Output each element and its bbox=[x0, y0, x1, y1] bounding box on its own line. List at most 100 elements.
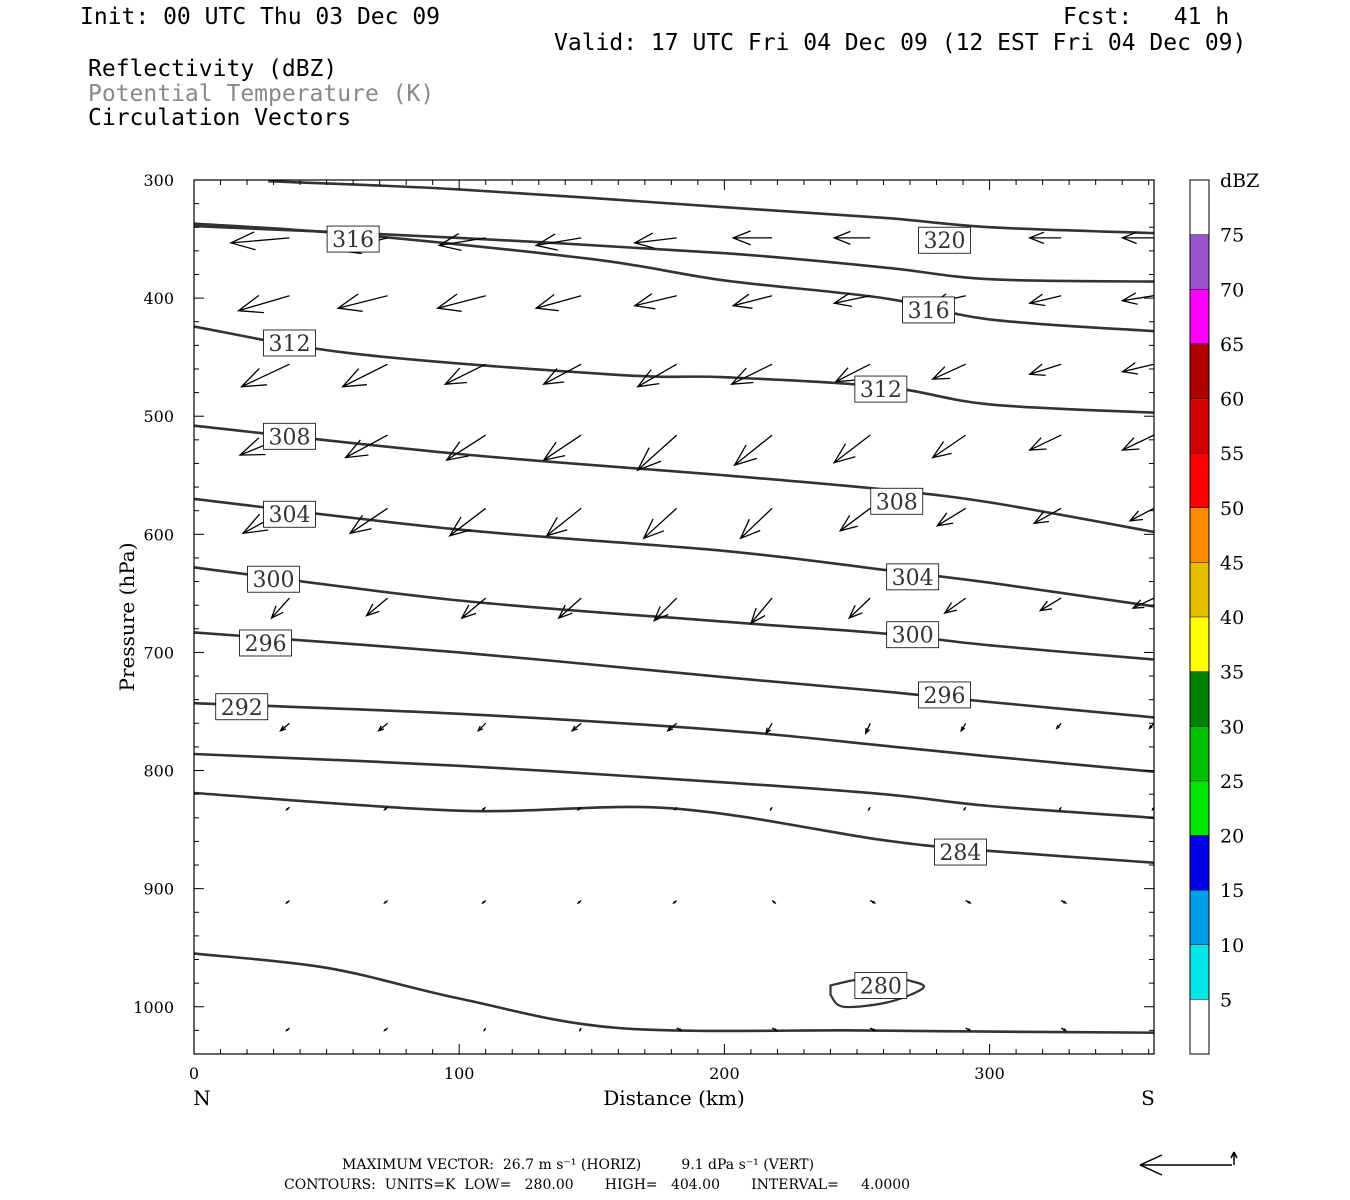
colorbar-level-label: 65 bbox=[1220, 334, 1244, 356]
circulation-vector bbox=[832, 230, 871, 246]
theta-label-box bbox=[902, 296, 955, 324]
theta-contour-label: 296 bbox=[918, 681, 971, 709]
circulation-vector bbox=[285, 806, 290, 811]
colorbar-level-label: 55 bbox=[1220, 443, 1244, 465]
theta-label-box bbox=[854, 375, 908, 403]
circulation-vector bbox=[578, 1027, 582, 1032]
circulation-vector bbox=[943, 597, 967, 615]
y-tick-label: 300 bbox=[143, 171, 174, 190]
theta-label-box bbox=[215, 693, 269, 721]
theta-label-text: 312 bbox=[268, 332, 310, 357]
theta-contour bbox=[194, 224, 1154, 283]
circulation-vector bbox=[963, 806, 967, 812]
colorbar-segment bbox=[1190, 617, 1209, 672]
circulation-vector bbox=[1027, 293, 1062, 307]
contour-info: CONTOURS: UNITS=K LOW= 280.00 HIGH= 404.… bbox=[284, 1177, 911, 1193]
y-tick-label: 1000 bbox=[133, 998, 174, 1017]
circulation-vector bbox=[1148, 722, 1154, 730]
theta-label-box bbox=[247, 565, 300, 593]
circulation-vector bbox=[481, 900, 487, 905]
y-tick-label: 600 bbox=[143, 525, 174, 544]
circulation-vector bbox=[1131, 597, 1154, 609]
circulation-vector bbox=[436, 293, 486, 312]
circulation-vector bbox=[348, 507, 388, 535]
colorbar-level-label: 20 bbox=[1220, 826, 1244, 848]
circulation-vector bbox=[771, 900, 777, 905]
theta-label-box bbox=[263, 329, 316, 357]
theta-label-text: 304 bbox=[892, 566, 934, 591]
colorbar-segment bbox=[1190, 507, 1209, 563]
colorbar-level-label: 35 bbox=[1220, 662, 1244, 684]
circulation-vector bbox=[771, 1027, 779, 1032]
theta-contour bbox=[194, 752, 1154, 820]
circulation-vector bbox=[1055, 722, 1062, 730]
circulation-vector bbox=[443, 363, 486, 385]
circulation-vector bbox=[1060, 1027, 1068, 1032]
theta-label-text: 284 bbox=[939, 841, 981, 866]
y-tick-label: 800 bbox=[143, 762, 174, 781]
max-vector-note: MAXIMUM VECTOR: 26.7 m s⁻¹ (HORIZ) 9.1 d… bbox=[342, 1157, 815, 1173]
theta-contour bbox=[194, 566, 1154, 661]
colorbar-level-label: 75 bbox=[1220, 225, 1244, 247]
y-axis-title: Pressure (hPa) bbox=[115, 543, 139, 692]
y-tick-label: 900 bbox=[143, 880, 174, 899]
colorbar-segment bbox=[1190, 289, 1209, 344]
reference-vector bbox=[1139, 1151, 1238, 1176]
theta-contour bbox=[194, 952, 1154, 1034]
colorbar-level-label: 5 bbox=[1220, 989, 1232, 1011]
legend-theta: Potential Temperature (K) bbox=[88, 81, 435, 107]
plot-frame bbox=[193, 179, 1155, 1055]
theta-label-text: 316 bbox=[332, 228, 374, 253]
init-time: Init: 00 UTC Thu 03 Dec 09 bbox=[80, 4, 441, 30]
theta-contour bbox=[194, 325, 1154, 414]
y-tick-label: 500 bbox=[143, 407, 174, 426]
theta-label-box bbox=[870, 487, 924, 515]
colorbar-level-label: 30 bbox=[1220, 716, 1244, 738]
theta-label-box bbox=[263, 422, 316, 450]
circulation-vector bbox=[965, 899, 972, 904]
theta-contour bbox=[194, 424, 1154, 534]
colorbar-segment bbox=[1190, 944, 1209, 1000]
circulation-vector bbox=[377, 722, 389, 732]
x-end-label-south: S bbox=[1141, 1086, 1155, 1110]
colorbar-segment bbox=[1190, 999, 1209, 1054]
circulation-vector bbox=[731, 230, 773, 246]
circulation-vector bbox=[285, 1027, 290, 1032]
dbz-colorbar: 5 10 15 20 25 30 35 40 45 50 55 60 65 70 75 dBZ bbox=[1189, 170, 1259, 1055]
circulation-vector bbox=[636, 363, 678, 388]
circulation-vector bbox=[636, 434, 678, 472]
theta-label-box bbox=[886, 621, 940, 649]
circulation-vector bbox=[448, 507, 487, 537]
x-tick-label: 100 bbox=[444, 1064, 475, 1083]
theta-contour bbox=[194, 791, 1154, 864]
theta-label-text: 296 bbox=[245, 632, 287, 657]
circulation-vector bbox=[847, 597, 871, 620]
y-tick-label: 400 bbox=[143, 289, 174, 308]
circulation-vector bbox=[730, 363, 773, 385]
circulation-vector bbox=[1128, 507, 1154, 522]
colorbar-segment bbox=[1190, 234, 1209, 290]
circulation-vector bbox=[867, 806, 871, 812]
circulation-vector bbox=[576, 900, 582, 905]
theta-label-text: 300 bbox=[253, 568, 295, 593]
x-tick-label: 0 bbox=[189, 1064, 199, 1083]
circulation-vector bbox=[1028, 434, 1062, 451]
theta-contour-label: 308 bbox=[263, 422, 316, 450]
theta-label-text: 296 bbox=[923, 684, 965, 709]
colorbar-level-label: 25 bbox=[1220, 771, 1244, 793]
colorbar-level-label: 45 bbox=[1220, 552, 1244, 574]
circulation-vector bbox=[534, 233, 582, 251]
circulation-vector bbox=[1028, 363, 1062, 377]
theta-contour-label: 316 bbox=[902, 296, 955, 324]
x-tick-label: 200 bbox=[709, 1064, 740, 1083]
circulation-vector bbox=[383, 1027, 389, 1032]
circulation-vector bbox=[749, 597, 773, 625]
circulation-vector bbox=[632, 232, 677, 249]
colorbar-segment bbox=[1190, 343, 1209, 399]
y-tick-label: 700 bbox=[143, 643, 174, 662]
theta-label-text: 312 bbox=[860, 378, 902, 403]
circulation-vector bbox=[383, 900, 389, 905]
theta-contour-label: 300 bbox=[886, 621, 940, 649]
colorbar-segment bbox=[1190, 890, 1209, 945]
